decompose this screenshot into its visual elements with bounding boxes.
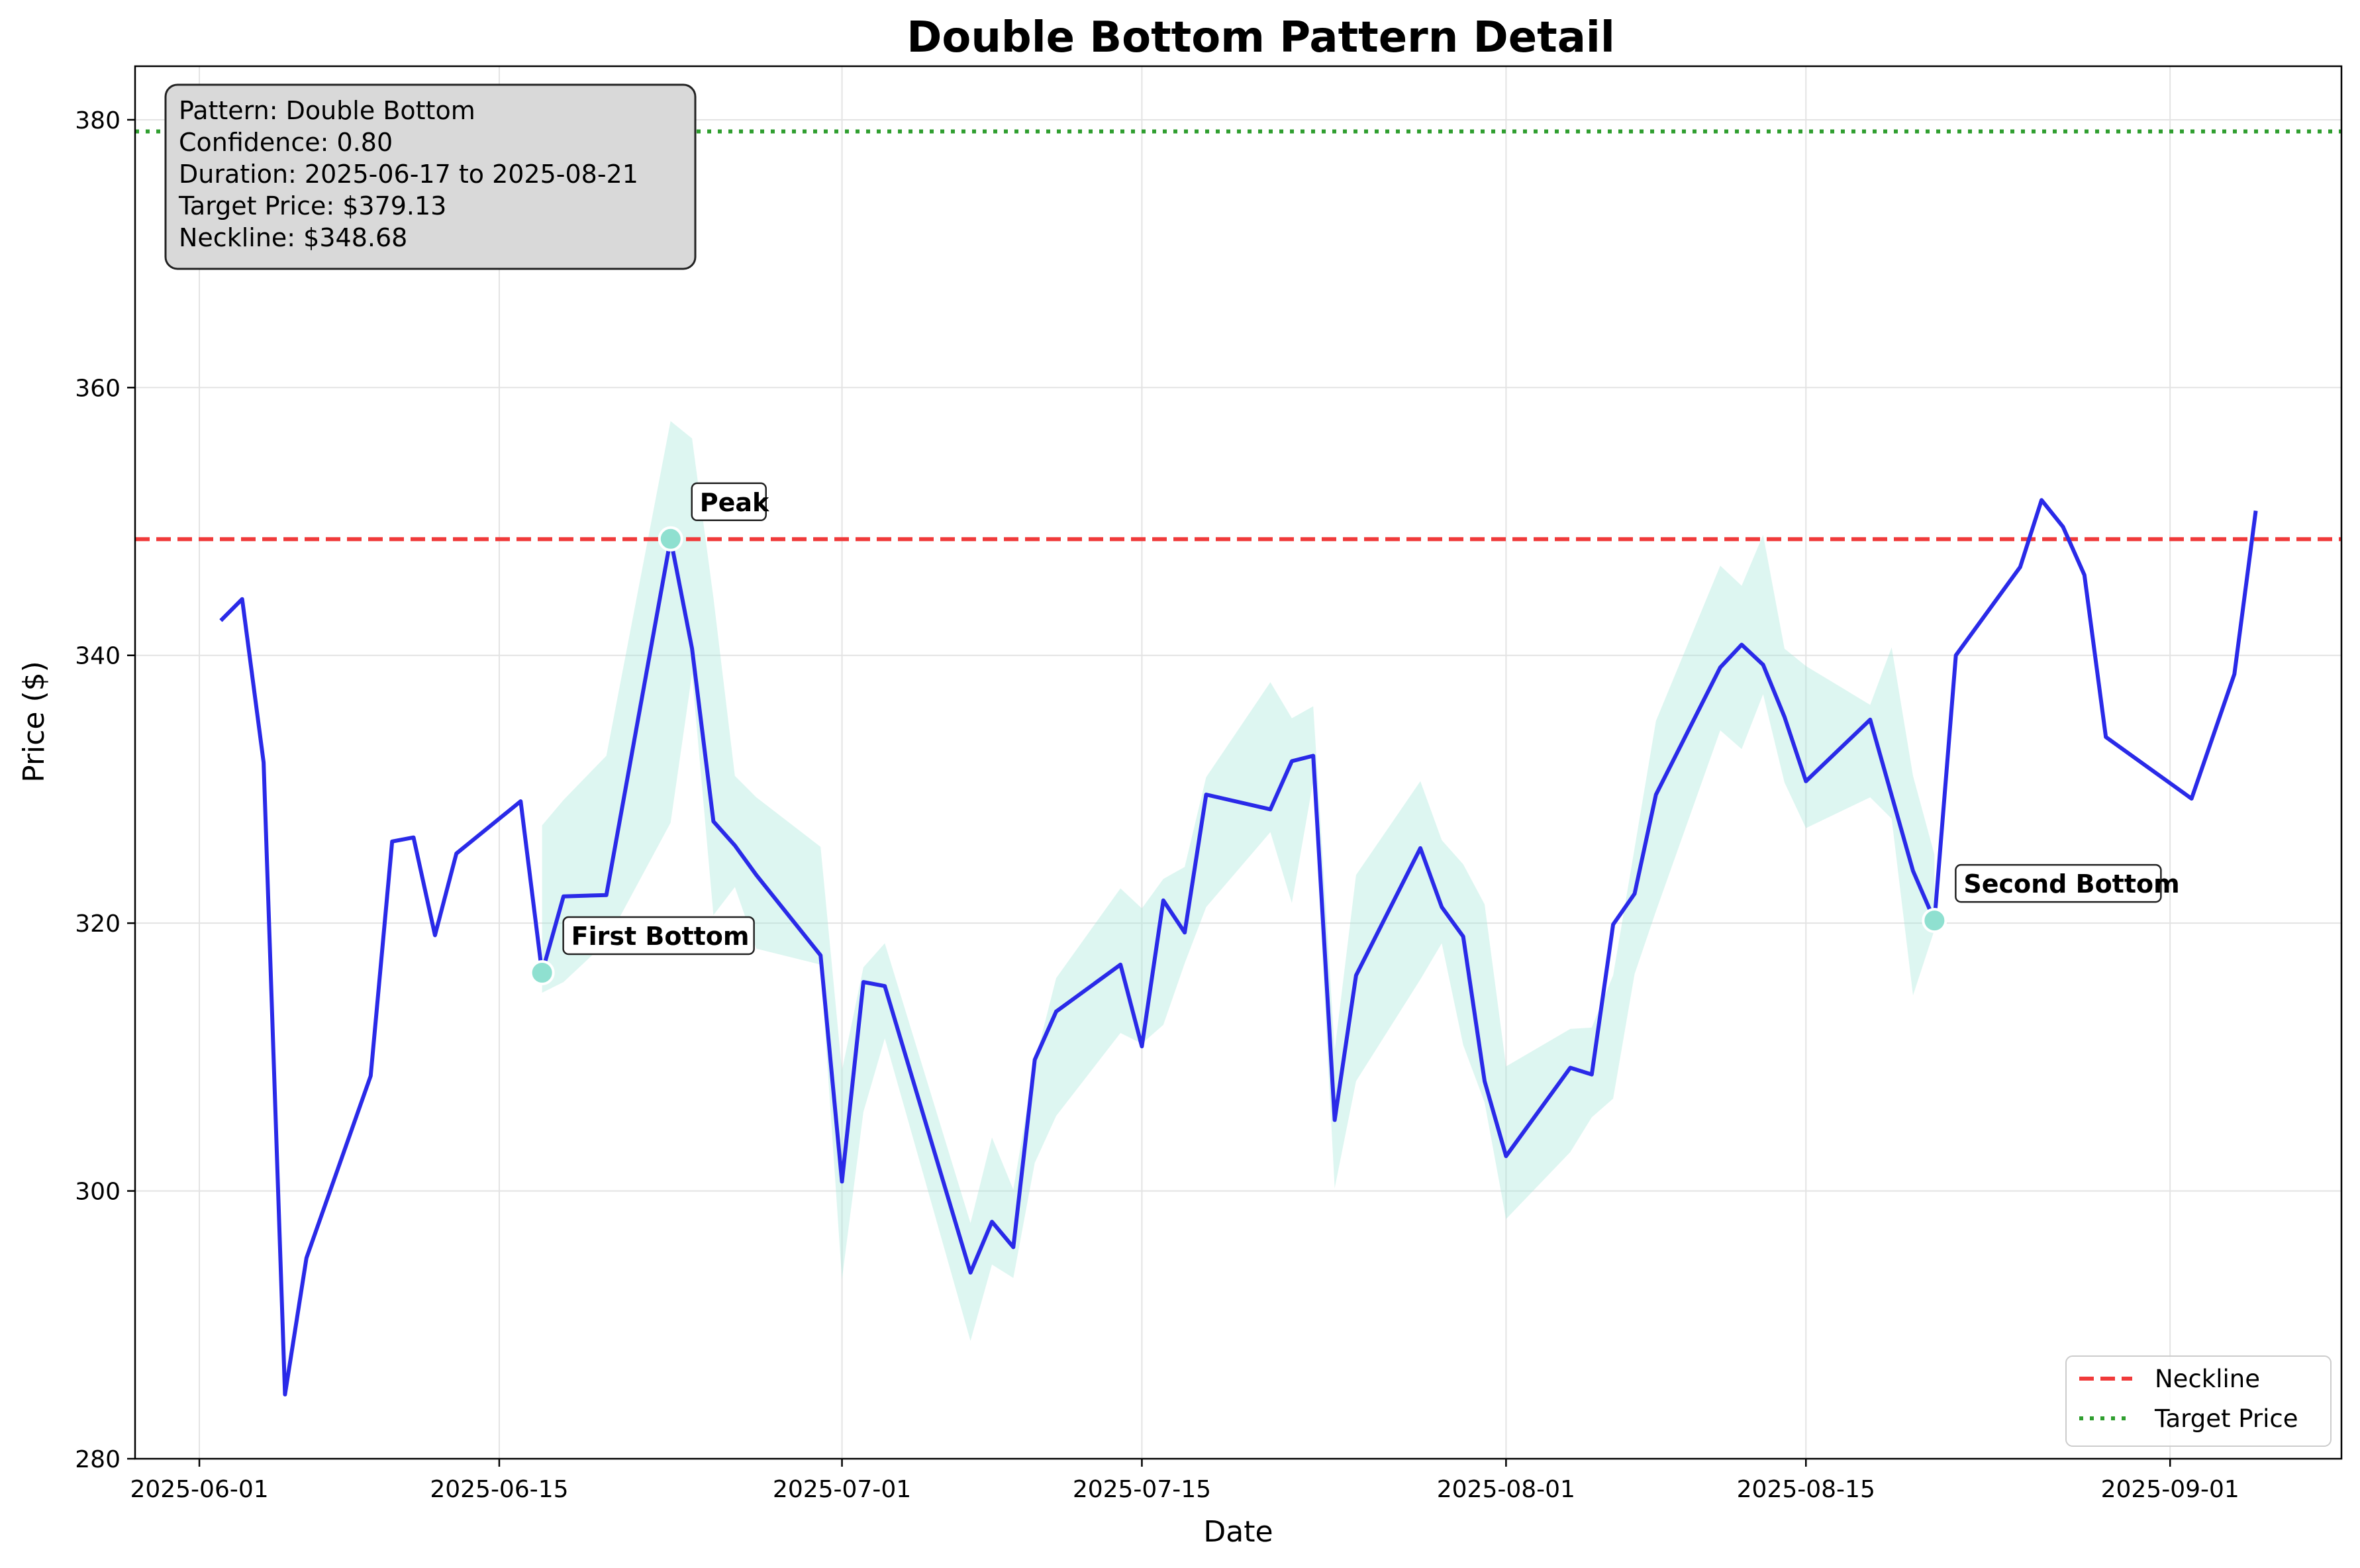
y-tick-label: 340 xyxy=(75,643,121,670)
legend: Neckline Target Price xyxy=(2065,1355,2332,1447)
info-box-line: Neckline: $348.68 xyxy=(179,223,407,252)
annotation-label: Second Bottom xyxy=(1963,869,2179,899)
annotation-box xyxy=(691,482,767,522)
annotation-label: Peak xyxy=(700,488,769,517)
confidence-band-area xyxy=(542,420,1935,1342)
y-tick-label: 300 xyxy=(75,1179,121,1206)
x-tick-label: 2025-07-15 xyxy=(1073,1476,1211,1503)
x-tick-label: 2025-08-15 xyxy=(1737,1476,1875,1503)
reference-lines xyxy=(135,129,2341,542)
y-tick-label: 280 xyxy=(75,1446,121,1473)
x-axis-ticks: 2025-06-01 2025-06-15 2025-07-01 2025-07-15… xyxy=(130,1459,2239,1503)
pattern-point-marker xyxy=(529,959,555,985)
x-tick-label: 2025-09-01 xyxy=(2101,1476,2239,1503)
price-line xyxy=(219,498,2258,1396)
x-axis-label: Date xyxy=(1203,1515,1273,1549)
price-series xyxy=(219,498,2258,1396)
y-axis-label: Price ($) xyxy=(17,661,51,783)
x-tick-label: 2025-06-01 xyxy=(130,1476,268,1503)
y-tick-label: 360 xyxy=(75,375,121,402)
pattern-point-marker xyxy=(658,526,683,552)
x-tick-label: 2025-06-15 xyxy=(430,1476,568,1503)
info-box-background xyxy=(164,83,697,270)
y-axis-ticks: 280 300 320 340 360 380 xyxy=(75,107,135,1473)
legend-label: Neckline xyxy=(2155,1365,2260,1393)
info-box-line: Pattern: Double Bottom xyxy=(179,96,475,125)
x-tick-label: 2025-07-01 xyxy=(773,1476,911,1503)
annotation-box xyxy=(1955,863,2162,903)
plot-frame xyxy=(134,65,2343,1460)
info-box: Pattern: Double Bottom Confidence: 0.80 Du… xyxy=(164,83,697,270)
annotation-box xyxy=(562,916,755,956)
confidence-band xyxy=(542,420,1935,1342)
annotation-label: First Bottom xyxy=(571,922,750,951)
info-box-line: Duration: 2025-06-17 to 2025-08-21 xyxy=(179,160,638,189)
y-tick-label: 380 xyxy=(75,107,121,134)
pattern-points: First Bottom Peak Second Bottom xyxy=(529,482,2180,985)
info-box-line: Target Price: $379.13 xyxy=(178,191,446,220)
chart-title: Double Bottom Pattern Detail xyxy=(907,13,1615,62)
x-tick-label: 2025-08-01 xyxy=(1437,1476,1575,1503)
info-box-line: Confidence: 0.80 xyxy=(179,128,393,157)
legend-label: Target Price xyxy=(2154,1404,2298,1433)
pattern-point-marker xyxy=(1922,908,1947,934)
y-tick-label: 320 xyxy=(75,910,121,938)
